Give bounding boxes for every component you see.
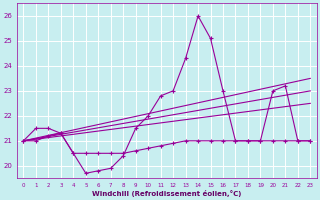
X-axis label: Windchill (Refroidissement éolien,°C): Windchill (Refroidissement éolien,°C) (92, 190, 242, 197)
